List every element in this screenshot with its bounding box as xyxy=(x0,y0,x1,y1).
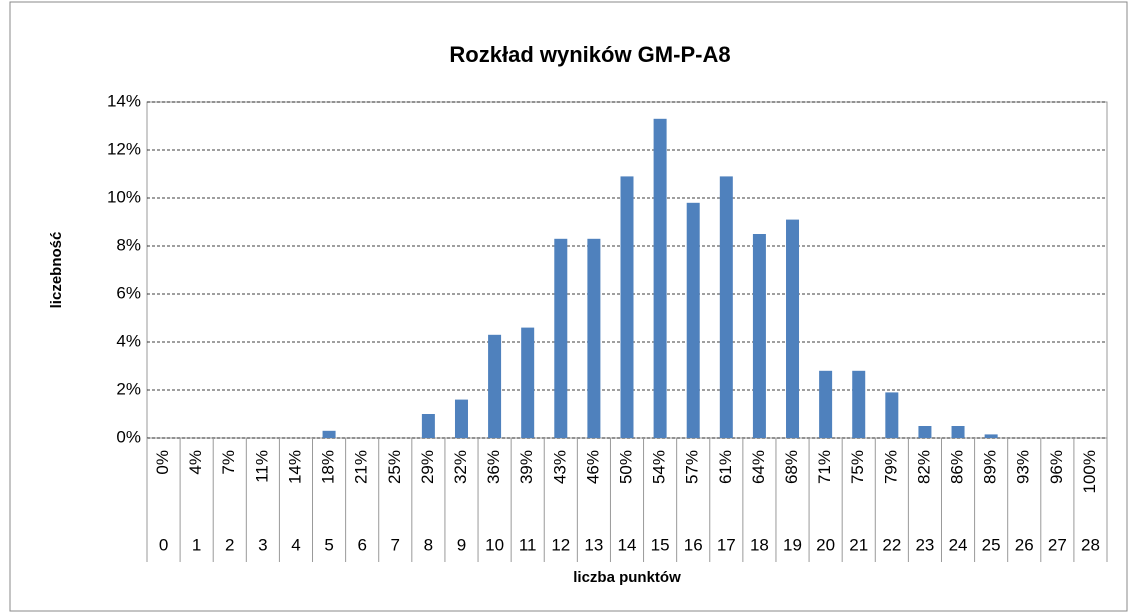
x-tick-percent-label: 7% xyxy=(219,450,238,475)
x-tick-label: 27 xyxy=(1048,535,1067,554)
y-tick-label: 14% xyxy=(107,91,141,110)
bar xyxy=(852,370,866,438)
x-tick-percent-label: 32% xyxy=(451,450,470,484)
x-tick-label: 3 xyxy=(258,535,267,554)
chart-title: Rozkład wyników GM-P-A8 xyxy=(449,42,730,67)
x-tick-label: 4 xyxy=(291,535,300,554)
bar xyxy=(488,334,502,438)
x-tick-label: 19 xyxy=(783,535,802,554)
bar xyxy=(554,238,568,438)
x-tick-percent-label: 89% xyxy=(981,450,1000,484)
x-tick-label: 16 xyxy=(684,535,703,554)
x-tick-label: 25 xyxy=(982,535,1001,554)
x-tick-label: 28 xyxy=(1081,535,1100,554)
x-tick-percent-label: 39% xyxy=(517,450,536,484)
bar xyxy=(587,238,601,438)
x-tick-label: 18 xyxy=(750,535,769,554)
x-tick-label: 24 xyxy=(949,535,968,554)
bar xyxy=(521,327,535,438)
x-tick-label: 12 xyxy=(551,535,570,554)
x-tick-label: 17 xyxy=(717,535,736,554)
y-tick-label: 2% xyxy=(116,379,141,398)
y-axis-title: liczebność xyxy=(48,232,65,309)
x-tick-percent-label: 11% xyxy=(252,450,271,483)
y-tick-label: 6% xyxy=(116,283,141,302)
x-tick-percent-label: 18% xyxy=(319,450,338,484)
x-tick-label: 9 xyxy=(457,535,466,554)
bar xyxy=(951,426,965,438)
x-tick-percent-label: 50% xyxy=(616,450,635,484)
x-tick-percent-label: 54% xyxy=(650,450,669,484)
x-tick-label: 13 xyxy=(584,535,603,554)
bar xyxy=(819,370,833,438)
x-tick-label: 5 xyxy=(324,535,333,554)
x-tick-percent-label: 36% xyxy=(484,450,503,484)
y-tick-label: 0% xyxy=(116,427,141,446)
x-tick-label: 1 xyxy=(192,535,201,554)
x-tick-percent-label: 100% xyxy=(1080,450,1099,493)
x-tick-percent-label: 0% xyxy=(153,450,172,475)
x-tick-percent-label: 43% xyxy=(550,450,569,484)
x-tick-label: 7 xyxy=(391,535,400,554)
x-tick-percent-label: 25% xyxy=(385,450,404,484)
x-tick-percent-label: 64% xyxy=(749,450,768,484)
bar xyxy=(885,392,899,438)
x-tick-label: 20 xyxy=(816,535,835,554)
x-tick-percent-label: 71% xyxy=(815,450,834,484)
x-tick-percent-label: 29% xyxy=(418,450,437,484)
bar xyxy=(620,176,634,438)
x-tick-label: 11 xyxy=(519,535,537,554)
x-tick-label: 14 xyxy=(618,535,637,554)
x-tick-percent-label: 14% xyxy=(285,450,304,484)
bar xyxy=(686,202,700,438)
x-tick-label: 10 xyxy=(485,535,504,554)
x-tick-percent-label: 46% xyxy=(583,450,602,484)
x-tick-percent-label: 4% xyxy=(186,450,205,475)
x-tick-percent-label: 96% xyxy=(1047,450,1066,484)
bar xyxy=(786,219,800,438)
x-tick-percent-label: 79% xyxy=(881,450,900,484)
bar xyxy=(752,234,766,438)
bar xyxy=(653,118,667,439)
x-axis-title: liczba punktów xyxy=(573,569,681,586)
x-tick-label: 22 xyxy=(882,535,901,554)
x-tick-percent-label: 82% xyxy=(914,450,933,484)
x-tick-percent-label: 57% xyxy=(683,450,702,484)
y-tick-label: 10% xyxy=(107,187,141,206)
x-tick-percent-label: 86% xyxy=(948,450,967,484)
x-tick-label: 23 xyxy=(915,535,934,554)
x-tick-label: 2 xyxy=(225,535,234,554)
bar xyxy=(918,426,932,438)
x-tick-percent-label: 75% xyxy=(848,450,867,484)
x-tick-percent-label: 21% xyxy=(352,450,371,484)
x-tick-label: 8 xyxy=(424,535,433,554)
bar xyxy=(454,399,468,438)
x-tick-label: 6 xyxy=(357,535,366,554)
x-tick-label: 15 xyxy=(651,535,670,554)
x-tick-percent-label: 68% xyxy=(782,450,801,484)
bar xyxy=(984,434,998,438)
bar xyxy=(421,414,435,438)
chart-frame xyxy=(9,1,1128,612)
x-tick-label: 0 xyxy=(159,535,168,554)
x-tick-label: 26 xyxy=(1015,535,1034,554)
x-tick-label: 21 xyxy=(849,535,868,554)
y-tick-label: 4% xyxy=(116,331,141,350)
y-tick-label: 12% xyxy=(107,139,141,158)
bar xyxy=(719,176,733,438)
y-tick-label: 8% xyxy=(116,235,141,254)
bar xyxy=(322,430,336,438)
x-tick-percent-label: 61% xyxy=(716,450,735,484)
x-tick-percent-label: 93% xyxy=(1014,450,1033,484)
